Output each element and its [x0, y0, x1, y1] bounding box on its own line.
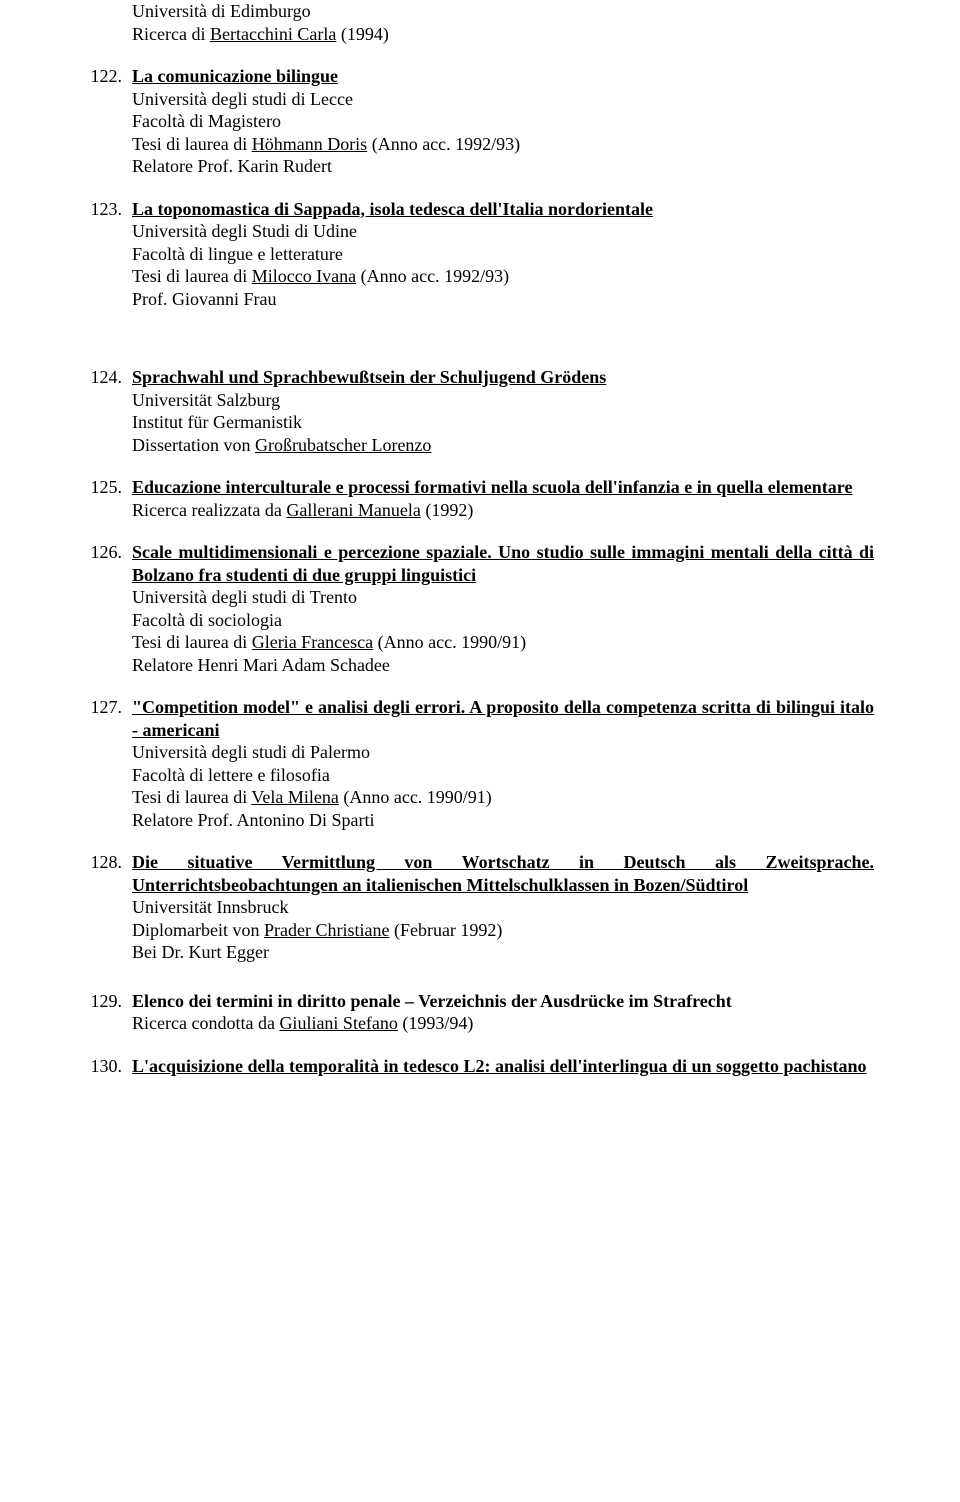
- entry-line: Relatore Henri Mari Adam Schadee: [132, 654, 874, 677]
- entry-title: L'acquisizione della temporalità in tede…: [132, 1055, 874, 1078]
- underlined-text: Prader Christiane: [264, 920, 389, 940]
- underlined-text: Giuliani Stefano: [279, 1013, 397, 1033]
- entry-body: La toponomastica di Sappada, isola tedes…: [132, 198, 874, 311]
- entry-line: Institut für Germanistik: [132, 411, 874, 434]
- bold-text: Elenco dei termini in diritto penale – V…: [132, 991, 732, 1011]
- bibliography-entry: 127. "Competition model" e analisi degli …: [80, 696, 880, 831]
- entry-line: Tesi di laurea di Gleria Francesca (Anno…: [132, 631, 874, 654]
- entry-line: Università degli studi di Palermo: [132, 741, 874, 764]
- entry-title: La comunicazione bilingue: [132, 65, 874, 88]
- entry-body: Die situative Vermittlung von Wortschatz…: [132, 851, 874, 964]
- entry-title: Scale multidimensionali e percezione spa…: [132, 541, 874, 586]
- entry-number: 124.: [80, 366, 122, 389]
- entry-title: La toponomastica di Sappada, isola tedes…: [132, 198, 874, 221]
- entry-body: "Competition model" e analisi degli erro…: [132, 696, 874, 831]
- bibliography-entry: 130. L'acquisizione della temporalità in …: [80, 1055, 880, 1078]
- entry-body: Università di EdimburgoRicerca di Bertac…: [132, 0, 874, 45]
- entry-line: Università di Edimburgo: [132, 0, 874, 23]
- entry-line: Diplomarbeit von Prader Christiane (Febr…: [132, 919, 874, 942]
- bibliography-entry: 126. Scale multidimensionali e percezione…: [80, 541, 880, 676]
- entry-title-text: La comunicazione bilingue: [132, 66, 338, 86]
- entry-body: L'acquisizione della temporalità in tede…: [132, 1055, 874, 1078]
- entry-body: Educazione interculturale e processi for…: [132, 476, 874, 521]
- entry-title-text: Sprachwahl und Sprachbewußtsein der Schu…: [132, 367, 606, 387]
- entry-title: Die situative Vermittlung von Wortschatz…: [132, 851, 874, 896]
- underlined-text: Bertacchini Carla: [210, 24, 336, 44]
- entry-title-text: "Competition model" e analisi degli erro…: [132, 697, 874, 740]
- entry-line: Relatore Prof. Karin Rudert: [132, 155, 874, 178]
- entry-preamble: Università di EdimburgoRicerca di Bertac…: [80, 0, 880, 45]
- entry-line: Ricerca condotta da Giuliani Stefano (19…: [132, 1012, 874, 1035]
- entry-number: 123.: [80, 198, 122, 221]
- entry-body: La comunicazione bilingueUniversità degl…: [132, 65, 874, 178]
- entry-body: Scale multidimensionali e percezione spa…: [132, 541, 874, 676]
- entry-number: 126.: [80, 541, 122, 564]
- entry-line: Relatore Prof. Antonino Di Sparti: [132, 809, 874, 832]
- entry-line: Università degli studi di Lecce: [132, 88, 874, 111]
- entry-line: Facoltà di lettere e filosofia: [132, 764, 874, 787]
- entry-title: Educazione interculturale e processi for…: [132, 476, 874, 499]
- underlined-text: Höhmann Doris: [252, 134, 368, 154]
- bibliography-entry: 128. Die situative Vermittlung von Wortsc…: [80, 851, 880, 964]
- entry-body: Sprachwahl und Sprachbewußtsein der Schu…: [132, 366, 874, 456]
- entry-number: 130.: [80, 1055, 122, 1078]
- entry-line: Facoltà di Magistero: [132, 110, 874, 133]
- document-page: Università di EdimburgoRicerca di Bertac…: [0, 0, 960, 1137]
- entry-number: 129.: [80, 990, 122, 1013]
- bibliography-entry: 124. Sprachwahl und Sprachbewußtsein der …: [80, 366, 880, 456]
- entry-line: Università degli studi di Trento: [132, 586, 874, 609]
- bibliography-entry: 122. La comunicazione bilingueUniversità …: [80, 65, 880, 178]
- entry-line: Universität Salzburg: [132, 389, 874, 412]
- entry-line: Ricerca realizzata da Gallerani Manuela …: [132, 499, 874, 522]
- entry-line: Dissertation von Großrubatscher Lorenzo: [132, 434, 874, 457]
- entry-number: 128.: [80, 851, 122, 874]
- bibliography-entry: 125. Educazione interculturale e processi…: [80, 476, 880, 521]
- entry-title-text: L'acquisizione della temporalità in tede…: [132, 1056, 867, 1076]
- entry-line: Universität Innsbruck: [132, 896, 874, 919]
- underlined-text: Gallerani Manuela: [286, 500, 420, 520]
- entry-title: Sprachwahl und Sprachbewußtsein der Schu…: [132, 366, 874, 389]
- entry-title-text: Educazione interculturale e processi for…: [132, 477, 852, 497]
- entry-line: Prof. Giovanni Frau: [132, 288, 874, 311]
- entry-line: Facoltà di lingue e letterature: [132, 243, 874, 266]
- underlined-text: Vela Milena: [251, 787, 338, 807]
- bibliography-entry: 129. Elenco dei termini in diritto penale…: [80, 990, 880, 1035]
- bibliography-entry: 123. La toponomastica di Sappada, isola t…: [80, 198, 880, 311]
- entry-title: "Competition model" e analisi degli erro…: [132, 696, 874, 741]
- entry-number: 122.: [80, 65, 122, 88]
- entry-body: Elenco dei termini in diritto penale – V…: [132, 990, 874, 1035]
- underlined-text: Milocco Ivana: [252, 266, 356, 286]
- entry-number: 127.: [80, 696, 122, 719]
- entry-line: Bei Dr. Kurt Egger: [132, 941, 874, 964]
- entry-title-text: Die situative Vermittlung von Wortschatz…: [132, 852, 874, 895]
- entry-title-text: Scale multidimensionali e percezione spa…: [132, 542, 874, 585]
- entry-title: Elenco dei termini in diritto penale – V…: [132, 990, 874, 1013]
- entry-line: Università degli Studi di Udine: [132, 220, 874, 243]
- entry-line: Tesi di laurea di Vela Milena (Anno acc.…: [132, 786, 874, 809]
- entry-line: Ricerca di Bertacchini Carla (1994): [132, 23, 874, 46]
- entry-line: Facoltà di sociologia: [132, 609, 874, 632]
- underlined-text: Großrubatscher Lorenzo: [255, 435, 431, 455]
- entry-line: Tesi di laurea di Milocco Ivana (Anno ac…: [132, 265, 874, 288]
- entry-line: Tesi di laurea di Höhmann Doris (Anno ac…: [132, 133, 874, 156]
- underlined-text: Gleria Francesca: [252, 632, 373, 652]
- entry-title-text: La toponomastica di Sappada, isola tedes…: [132, 199, 653, 219]
- entry-number: 125.: [80, 476, 122, 499]
